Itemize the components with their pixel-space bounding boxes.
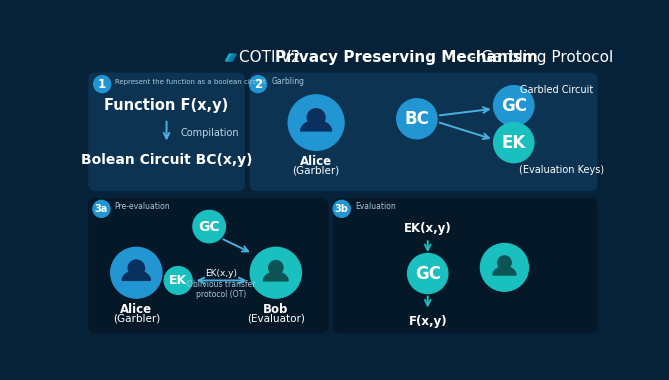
- Circle shape: [494, 86, 534, 126]
- Circle shape: [193, 211, 225, 243]
- Circle shape: [164, 267, 192, 294]
- Polygon shape: [229, 54, 236, 61]
- Text: Garbled Circuit: Garbled Circuit: [520, 85, 593, 95]
- Circle shape: [397, 99, 437, 139]
- Circle shape: [480, 244, 529, 291]
- Text: Garbling: Garbling: [271, 77, 304, 86]
- Text: Bolean Circuit BC(x,y): Bolean Circuit BC(x,y): [81, 152, 252, 166]
- Text: (Garbler): (Garbler): [112, 314, 160, 324]
- Text: EK(x,y): EK(x,y): [205, 269, 237, 278]
- Circle shape: [269, 261, 283, 275]
- Circle shape: [128, 260, 145, 276]
- Circle shape: [250, 76, 266, 93]
- Text: GC: GC: [501, 97, 527, 115]
- Circle shape: [288, 95, 344, 150]
- Text: Privacy Preserving Mechanism: Privacy Preserving Mechanism: [275, 51, 538, 65]
- Polygon shape: [493, 267, 516, 275]
- Text: Pre-evaluation: Pre-evaluation: [114, 202, 170, 211]
- FancyBboxPatch shape: [333, 198, 597, 333]
- Text: F(x,y): F(x,y): [408, 315, 447, 328]
- Text: - Garbling Protocol: - Garbling Protocol: [466, 51, 613, 65]
- Polygon shape: [264, 272, 288, 281]
- Text: COTI V2: COTI V2: [239, 51, 305, 65]
- Circle shape: [494, 123, 534, 163]
- Text: Alice: Alice: [120, 303, 153, 316]
- Text: Alice: Alice: [300, 155, 332, 168]
- Text: GC: GC: [415, 264, 441, 282]
- FancyBboxPatch shape: [88, 73, 245, 191]
- Text: (Garbler): (Garbler): [292, 165, 340, 175]
- Circle shape: [111, 247, 162, 298]
- Circle shape: [250, 247, 302, 298]
- Text: (Evaluator): (Evaluator): [247, 314, 305, 324]
- Text: 2: 2: [254, 78, 262, 90]
- Text: BC: BC: [405, 110, 429, 128]
- Circle shape: [94, 76, 111, 93]
- Text: 3b: 3b: [334, 204, 349, 214]
- Text: EK: EK: [169, 274, 187, 287]
- Polygon shape: [122, 271, 151, 280]
- Text: Bob: Bob: [263, 303, 288, 316]
- Polygon shape: [301, 120, 331, 131]
- FancyBboxPatch shape: [250, 73, 597, 191]
- Text: Compilation: Compilation: [181, 128, 239, 138]
- FancyBboxPatch shape: [88, 198, 328, 333]
- Text: Function F(x,y): Function F(x,y): [104, 98, 229, 113]
- Circle shape: [93, 200, 110, 217]
- Circle shape: [407, 253, 448, 293]
- Text: Represent the function as a boolean circuit: Represent the function as a boolean circ…: [115, 79, 266, 85]
- Text: EK: EK: [502, 134, 526, 152]
- Circle shape: [498, 256, 511, 269]
- Circle shape: [333, 200, 351, 217]
- Text: GC: GC: [199, 220, 220, 234]
- Circle shape: [307, 109, 325, 127]
- Text: Evaluation: Evaluation: [355, 202, 395, 211]
- Text: 1: 1: [98, 78, 106, 90]
- Text: 3a: 3a: [95, 204, 108, 214]
- Polygon shape: [225, 54, 234, 61]
- Text: Oblivious transfer
protocol (OT): Oblivious transfer protocol (OT): [187, 280, 256, 299]
- Text: (Evaluation Keys): (Evaluation Keys): [519, 165, 604, 175]
- Text: EK(x,y): EK(x,y): [404, 222, 452, 235]
- FancyBboxPatch shape: [84, 46, 602, 70]
